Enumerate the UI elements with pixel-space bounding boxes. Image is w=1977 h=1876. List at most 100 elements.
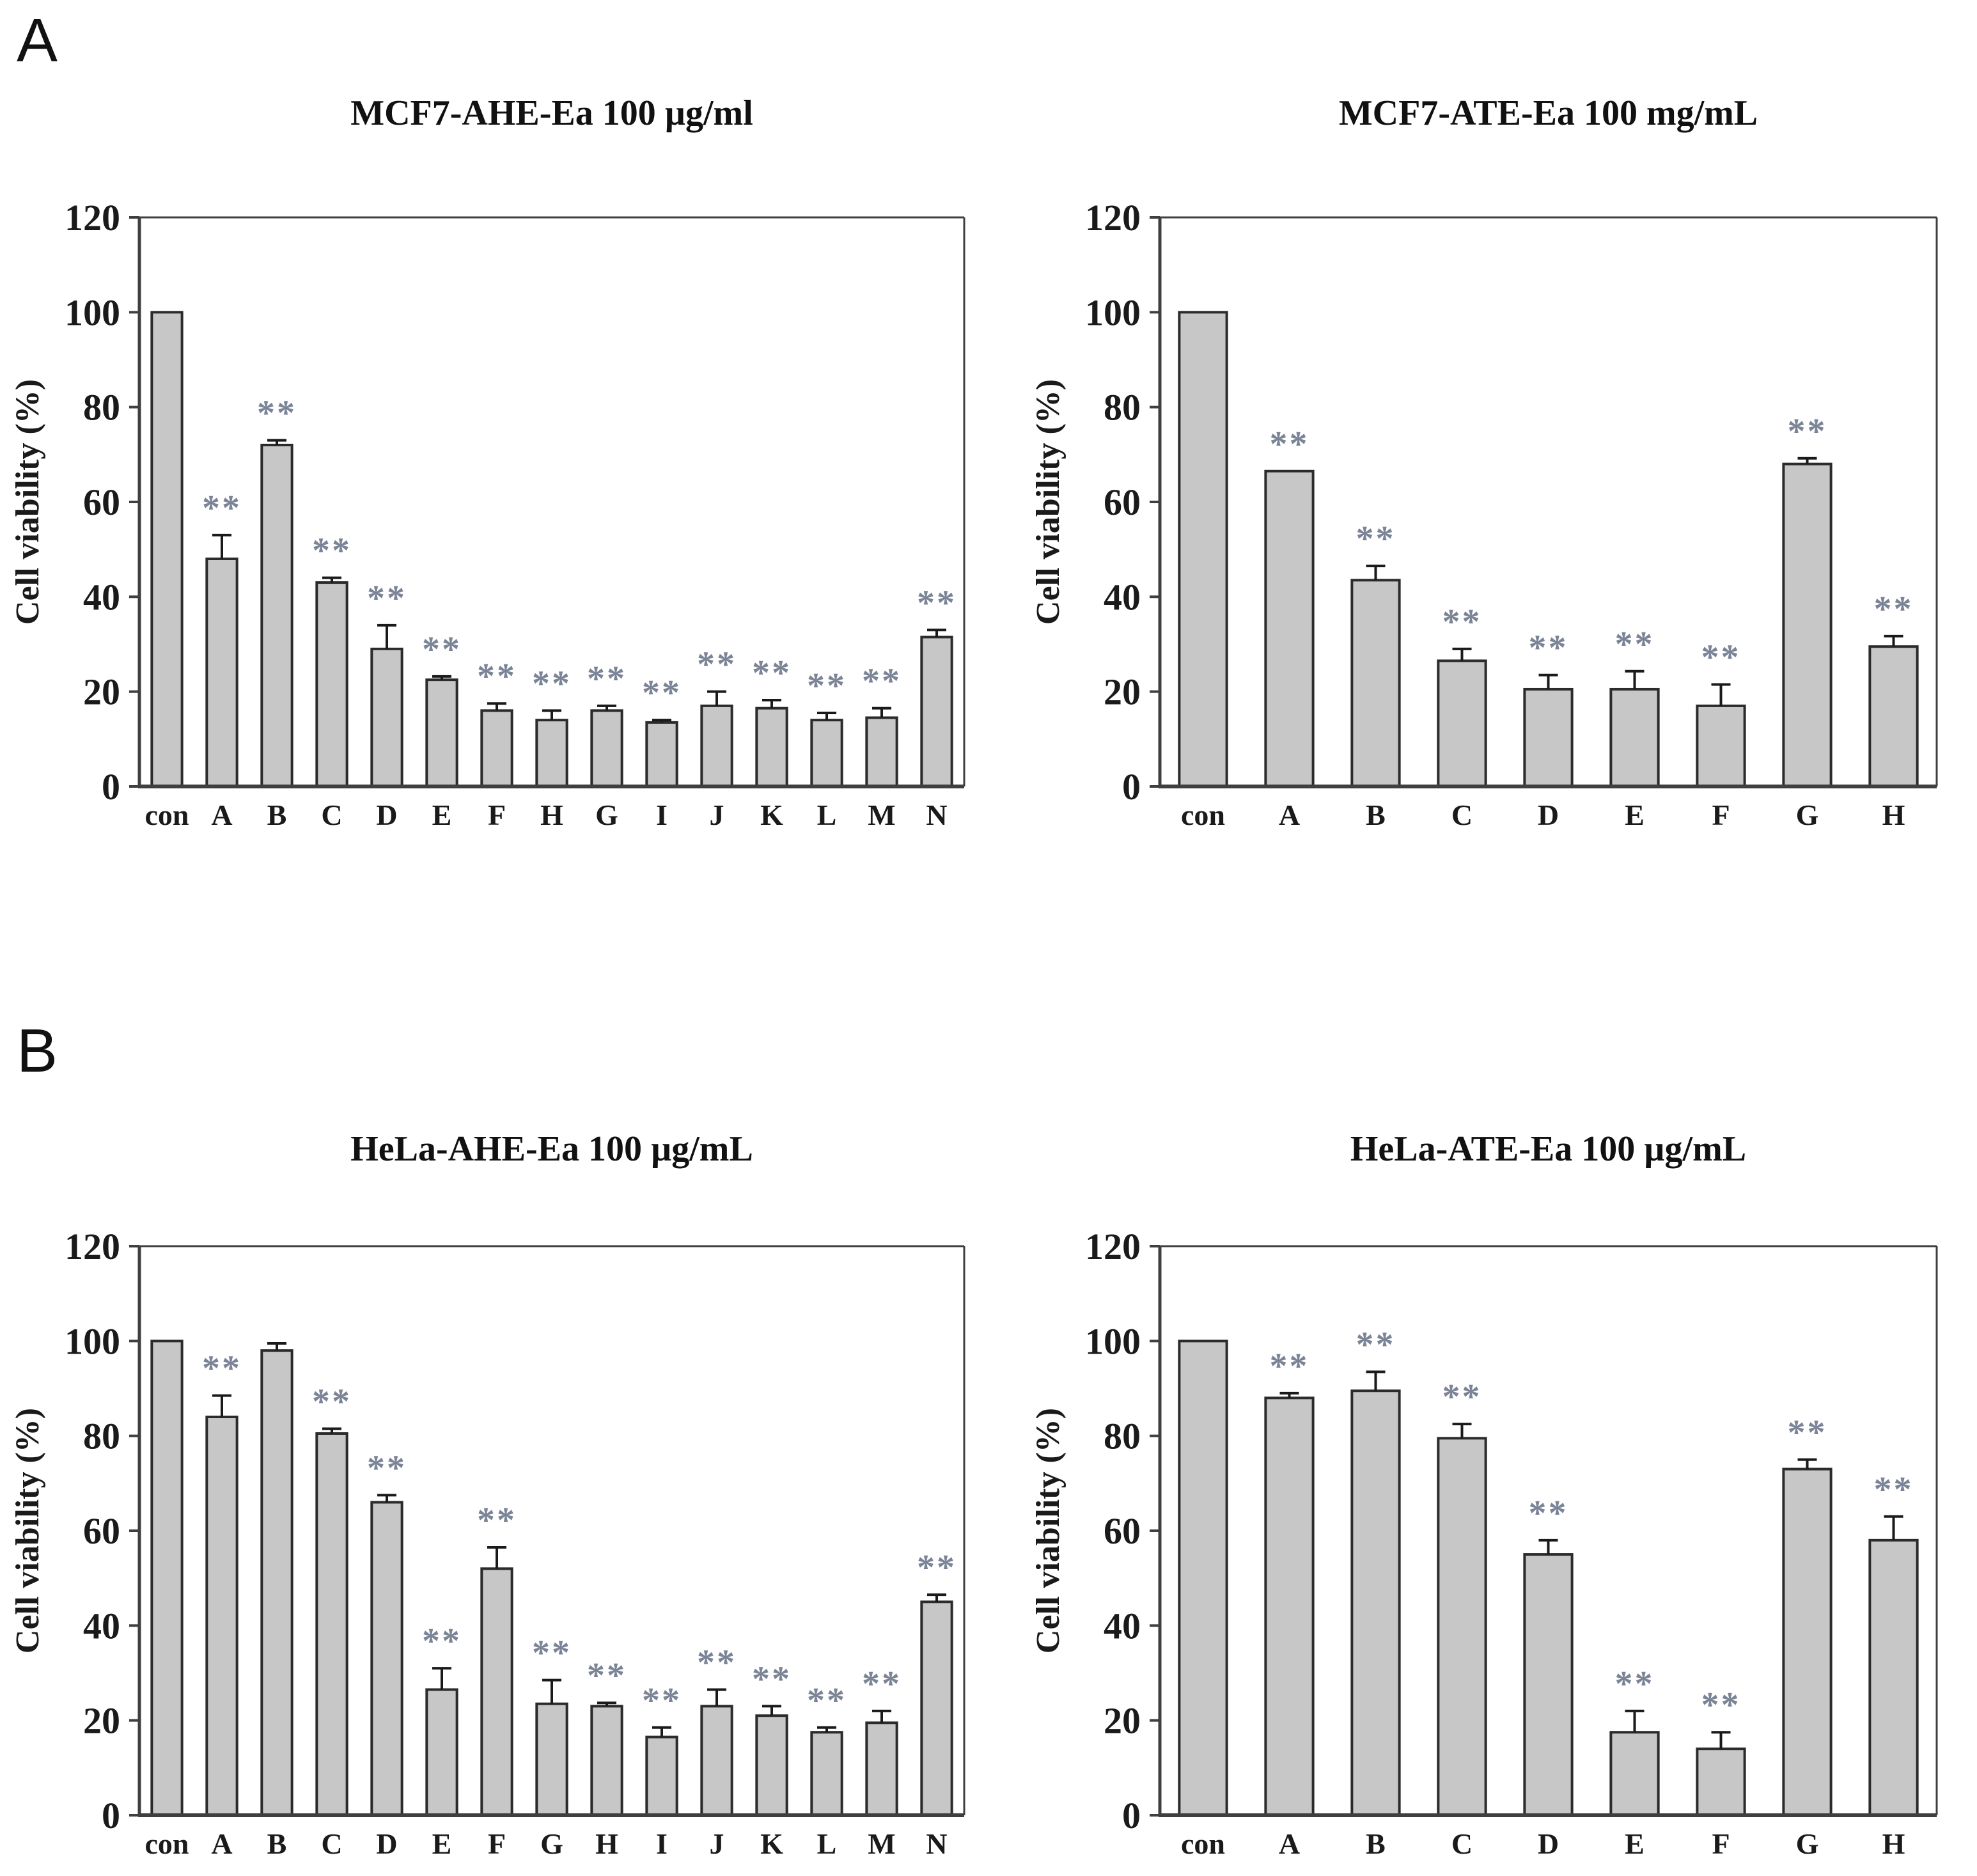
significance-marker: ** (642, 673, 682, 713)
bar (1868, 645, 1919, 788)
significance-marker: ** (1529, 629, 1568, 668)
bar (645, 721, 678, 788)
x-axis-label: A (1279, 1827, 1300, 1860)
bar (425, 1688, 458, 1817)
x-axis-label: H (1882, 1827, 1905, 1860)
bar (260, 1349, 293, 1817)
significance-marker: ** (862, 662, 902, 701)
y-axis-title: Cell viability (%) (10, 1408, 46, 1653)
y-axis-tick-label: 20 (1104, 1700, 1141, 1742)
x-axis-label: H (595, 1827, 618, 1860)
x-axis-label: I (656, 1827, 668, 1860)
x-axis-label: B (1366, 799, 1386, 831)
significance-marker: ** (1874, 590, 1914, 629)
x-axis-label: E (1625, 1827, 1645, 1860)
chart-block-hela-ate: HeLa-ATE-Ea 100 µg/mL 0 20 40 60 80 100 120 Cel… (988, 934, 1977, 1876)
significance-marker: ** (312, 531, 352, 571)
x-axis-label: L (817, 1827, 837, 1860)
bar (1264, 1396, 1315, 1817)
bar (315, 1432, 348, 1817)
bar (590, 1705, 623, 1817)
bar (700, 1705, 733, 1817)
chart-block-hela-ahe: HeLa-AHE-Ea 100 µg/mL 0 20 40 60 80 100 120 Cel… (0, 934, 988, 1876)
significance-marker: ** (1701, 1685, 1741, 1725)
significance-marker: ** (697, 645, 737, 685)
significance-marker: ** (202, 1349, 242, 1389)
bar (150, 1340, 184, 1817)
x-axis-label: J (710, 1827, 724, 1860)
significance-marker: ** (807, 666, 847, 706)
bar (1437, 1437, 1487, 1817)
bar (1178, 1340, 1228, 1817)
bar-chart-mcf7-ate: 0 20 40 60 80 100 120 Cell viability (%) con ** A *… (1030, 197, 1938, 831)
bar (590, 709, 623, 788)
y-axis-tick-label: 80 (83, 387, 120, 428)
x-axis-label: F (1712, 1827, 1730, 1860)
y-axis-tick-label: 120 (65, 197, 120, 238)
bar (810, 1731, 843, 1817)
significance-marker: ** (1529, 1494, 1568, 1533)
significance-marker: ** (1270, 425, 1309, 464)
x-axis-label: D (1538, 1827, 1559, 1860)
bar (920, 636, 953, 788)
bar (535, 719, 568, 788)
y-axis-tick-label: 20 (1104, 671, 1141, 713)
x-axis-label: F (488, 799, 506, 831)
x-axis-label: A (211, 799, 232, 831)
significance-marker: ** (1874, 1470, 1914, 1510)
x-axis-label: D (1538, 799, 1559, 831)
bar (700, 704, 733, 788)
bar (645, 1735, 678, 1817)
bar (205, 558, 238, 788)
y-axis-tick-label: 120 (65, 1226, 120, 1267)
significance-marker: ** (367, 1448, 407, 1488)
x-axis-label: J (710, 799, 724, 831)
significance-marker: ** (1356, 519, 1396, 559)
x-axis-label: G (540, 1827, 563, 1860)
x-axis-label: B (267, 799, 287, 831)
y-axis-tick-label: 40 (83, 1605, 120, 1646)
y-axis-title: Cell viability (%) (1030, 379, 1067, 625)
bar (370, 1501, 403, 1817)
bar (1609, 687, 1660, 788)
y-axis-tick-label: 0 (102, 1795, 120, 1836)
bar (260, 444, 293, 788)
significance-marker: ** (477, 1501, 517, 1540)
significance-marker: ** (1615, 625, 1655, 664)
significance-marker: ** (752, 1659, 792, 1699)
significance-marker: ** (917, 583, 957, 623)
bar (205, 1416, 238, 1817)
y-axis-tick-label: 20 (83, 1700, 120, 1742)
significance-marker: ** (752, 653, 792, 693)
y-axis-tick-label: 100 (1085, 1320, 1141, 1362)
bar (1437, 659, 1487, 788)
y-axis-tick-label: 100 (1085, 292, 1141, 333)
x-axis-label: G (1796, 1827, 1819, 1860)
y-axis-tick-label: 60 (1104, 481, 1141, 523)
x-axis-label: E (1625, 799, 1645, 831)
significance-marker: ** (1442, 602, 1482, 642)
y-axis-tick-label: 20 (83, 671, 120, 713)
bar (480, 709, 513, 788)
y-axis-tick-label: 0 (1122, 1795, 1141, 1836)
bar (1264, 469, 1315, 788)
chart-title-mcf7-ate: MCF7-ATE-Ea 100 mg/mL (1338, 93, 1758, 133)
bar (1868, 1538, 1919, 1817)
significance-marker: ** (1788, 1413, 1827, 1453)
x-axis-label: I (656, 799, 668, 831)
x-axis-label: con (1181, 799, 1225, 831)
y-axis-tick-label: 60 (1104, 1510, 1141, 1552)
y-axis-title: Cell viability (%) (1030, 1408, 1067, 1653)
x-axis-label: E (432, 799, 452, 831)
y-axis-tick-label: 100 (65, 292, 120, 333)
chart-title-hela-ate: HeLa-ATE-Ea 100 µg/mL (1350, 1129, 1747, 1169)
y-axis-tick-label: 40 (1104, 1605, 1141, 1646)
significance-marker: ** (367, 579, 407, 618)
x-axis-label: N (926, 1827, 947, 1860)
significance-marker: ** (1615, 1664, 1655, 1704)
significance-marker: ** (477, 657, 517, 696)
bar (1350, 579, 1401, 788)
bar (315, 581, 348, 788)
chart-title-mcf7-ahe: MCF7-AHE-Ea 100 µg/ml (350, 93, 753, 133)
